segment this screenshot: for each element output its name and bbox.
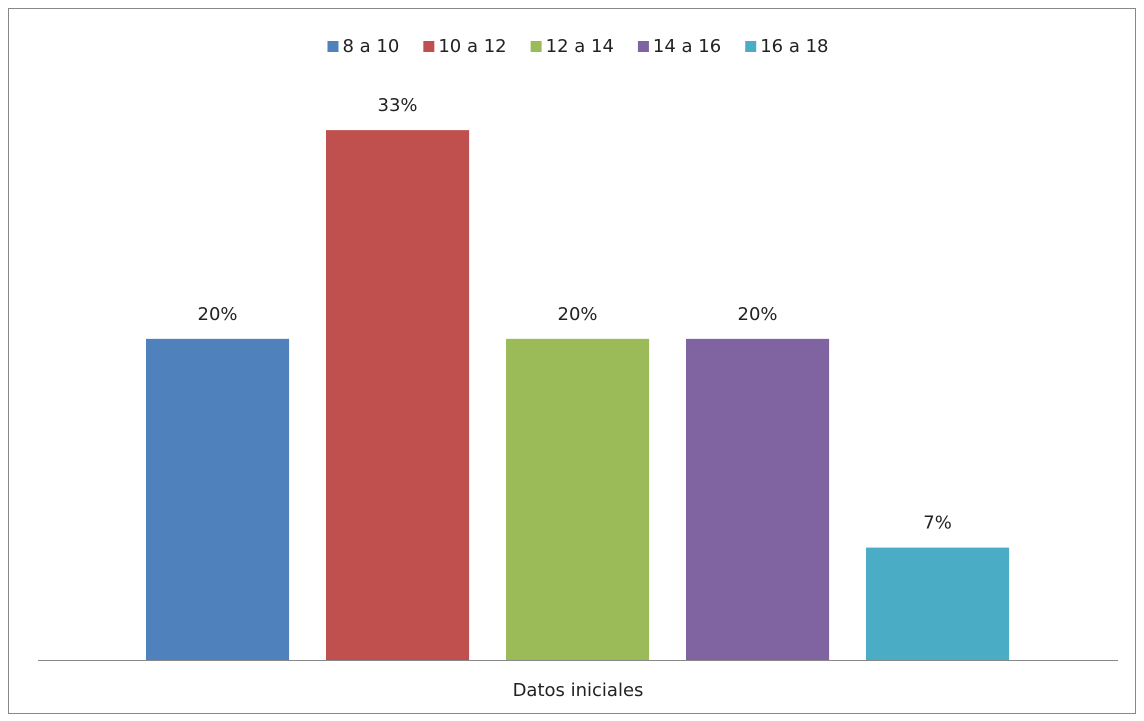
bar xyxy=(686,338,830,660)
bar xyxy=(506,338,650,660)
x-tick-label: Datos iniciales xyxy=(513,680,644,701)
legend-swatch xyxy=(637,41,649,52)
bar xyxy=(326,130,470,661)
legend-swatch xyxy=(530,41,542,52)
legend-label: 16 a 18 xyxy=(760,36,828,57)
legend-swatch xyxy=(745,41,757,52)
legend-label: 14 a 16 xyxy=(653,36,721,57)
legend-swatch xyxy=(423,41,435,52)
data-label: 33% xyxy=(378,95,418,116)
data-label: 20% xyxy=(558,304,598,325)
bar xyxy=(146,338,290,660)
data-label: 7% xyxy=(923,513,952,534)
legend-label: 10 a 12 xyxy=(438,36,506,57)
legend-label: 12 a 14 xyxy=(546,36,614,57)
legend-label: 8 a 10 xyxy=(342,36,399,57)
data-label: 20% xyxy=(738,304,778,325)
bar xyxy=(866,547,1010,660)
legend-swatch xyxy=(327,41,339,52)
data-label: 20% xyxy=(198,304,238,325)
